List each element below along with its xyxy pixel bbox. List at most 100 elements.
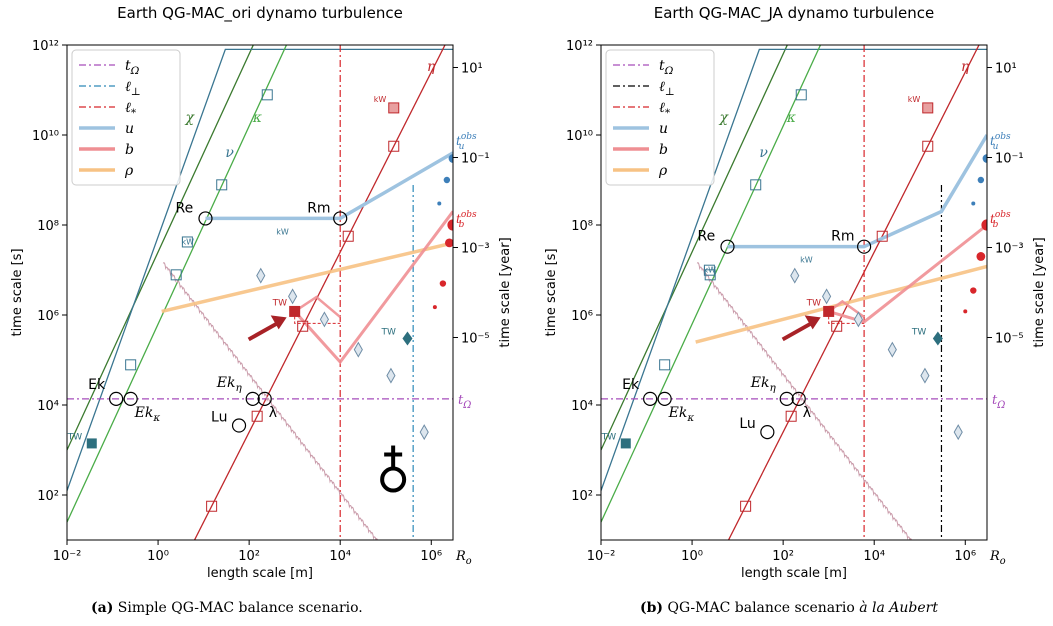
tw-arrow-head (804, 315, 821, 330)
eta-square (876, 230, 888, 242)
legend-box (605, 49, 715, 186)
legend-label-t_omega: tΩ (125, 58, 140, 77)
legend-label-b: b (659, 142, 668, 158)
tw-marker-b (823, 305, 835, 317)
t-omega-label: tΩ (458, 393, 471, 411)
kw-label: kW (908, 95, 921, 104)
diamond-marker (288, 288, 298, 305)
u-obs-dot (971, 201, 976, 206)
chart-title: Earth QG-MAC_JA dynamo turbulence (654, 4, 935, 23)
y-tick-label: 10⁸ (37, 219, 59, 234)
diamond-marker (822, 288, 832, 305)
kw-label-nu: kW (181, 237, 194, 246)
diamond-marker (920, 367, 930, 384)
kw-marker (388, 102, 400, 114)
eta-square (695, 591, 705, 600)
y-tick-label: 10¹⁰ (566, 129, 593, 144)
energy-staircase (696, 262, 912, 540)
nu-square (216, 179, 228, 191)
x-tick-label: 10⁰ (147, 549, 169, 564)
circle-marker (333, 211, 348, 226)
diamond-marker (790, 267, 800, 284)
axes-frame (600, 44, 988, 541)
tw-label-nu: TW (67, 432, 82, 442)
kw-marker (922, 102, 934, 114)
tw-arrow (247, 319, 282, 342)
b-obs-label: tobs b (456, 210, 477, 230)
circle-marker (245, 391, 260, 406)
diamond-marker (256, 267, 266, 284)
tw-label-nu2: TW (380, 328, 395, 338)
y-right-axis-label: time scale [year] (1032, 237, 1047, 347)
b-obs-dot (444, 238, 453, 248)
nu-square (703, 264, 715, 276)
circle-marker (760, 424, 775, 440)
x-tick-label: 10⁶ (420, 549, 442, 564)
tw-label-b: TW (272, 298, 287, 308)
label-ek: Ek (88, 377, 106, 393)
y-tick-label: 10⁴ (37, 399, 59, 414)
circle-marker (643, 391, 658, 406)
circle-marker (791, 391, 806, 406)
u-obs-label: tobs u (990, 132, 1011, 152)
circle-marker (657, 391, 672, 406)
circle-marker (123, 391, 138, 406)
tw-label-nu2: TW (911, 328, 926, 338)
x-tick-label: 10⁴ (863, 549, 885, 564)
caption-b-text: QG-MAC balance scenario (663, 600, 860, 616)
label-chi: χ (718, 110, 729, 126)
legend-label-ell_star: ℓ* (659, 100, 671, 119)
label-kappa: κ (252, 110, 262, 126)
caption-a-tag: (a) (91, 600, 114, 616)
eta-square (161, 591, 171, 600)
eta-square (297, 320, 309, 332)
eta-square (251, 410, 263, 422)
circle-marker (720, 239, 735, 254)
y-tick-label: 10⁶ (37, 309, 59, 324)
diamond-marker (953, 424, 963, 441)
line-eta (193, 45, 446, 540)
u-obs-dot (437, 201, 442, 206)
tw-marker-nu (620, 438, 631, 449)
axes-frame (66, 44, 454, 541)
t-omega-label: tΩ (992, 393, 1005, 411)
label-kappa: κ (786, 110, 796, 126)
b-obs-dot (963, 309, 968, 314)
label-ek: Ek (622, 377, 640, 393)
u-obs-dot (982, 154, 987, 163)
legend: tΩ ℓ⊥ ℓ* ubρ (71, 49, 181, 186)
b-obs-dot (432, 305, 437, 310)
tw-label-nu: TW (601, 432, 616, 442)
line-chi (67, 45, 254, 451)
nu-square (181, 236, 193, 248)
b-obs-dot (970, 287, 977, 294)
y-tick-label: 10² (571, 489, 593, 504)
label-nu: ν (225, 145, 234, 161)
tw-arrow-head (270, 315, 287, 330)
caption-b-italic: à la Aubert (859, 600, 938, 616)
y-tick-label: 10⁸ (571, 219, 593, 234)
caption-b-tag: (b) (640, 600, 664, 616)
line-nu (67, 48, 453, 491)
b-obs-dot (981, 219, 987, 231)
x-axis-label: length scale [m] (207, 566, 313, 581)
y-right-tick-label: 10⁻³ (995, 242, 1024, 257)
label-eta: η (427, 59, 436, 75)
legend-label-ell_perp: ℓ⊥ (125, 79, 141, 98)
eta-square (831, 320, 843, 332)
b-obs-label: tobs b (990, 210, 1011, 230)
diamond-marker (419, 424, 429, 441)
legend-label-ell_perp: ℓ⊥ (659, 79, 675, 98)
diamond-marker (386, 367, 396, 384)
circle-marker (109, 391, 124, 406)
kw-label-nu: kW (704, 266, 717, 275)
b-curve (828, 223, 987, 324)
y-right-tick-label: 10⁻⁵ (461, 332, 490, 347)
diamond-marker (319, 311, 329, 328)
y-tick-label: 10¹⁰ (32, 129, 59, 144)
u-obs-dot (448, 154, 453, 163)
eta-square (342, 230, 354, 242)
x-tick-label: 10⁴ (329, 549, 351, 564)
legend-label-rho: ρ (124, 163, 134, 179)
line-chi (601, 45, 788, 451)
